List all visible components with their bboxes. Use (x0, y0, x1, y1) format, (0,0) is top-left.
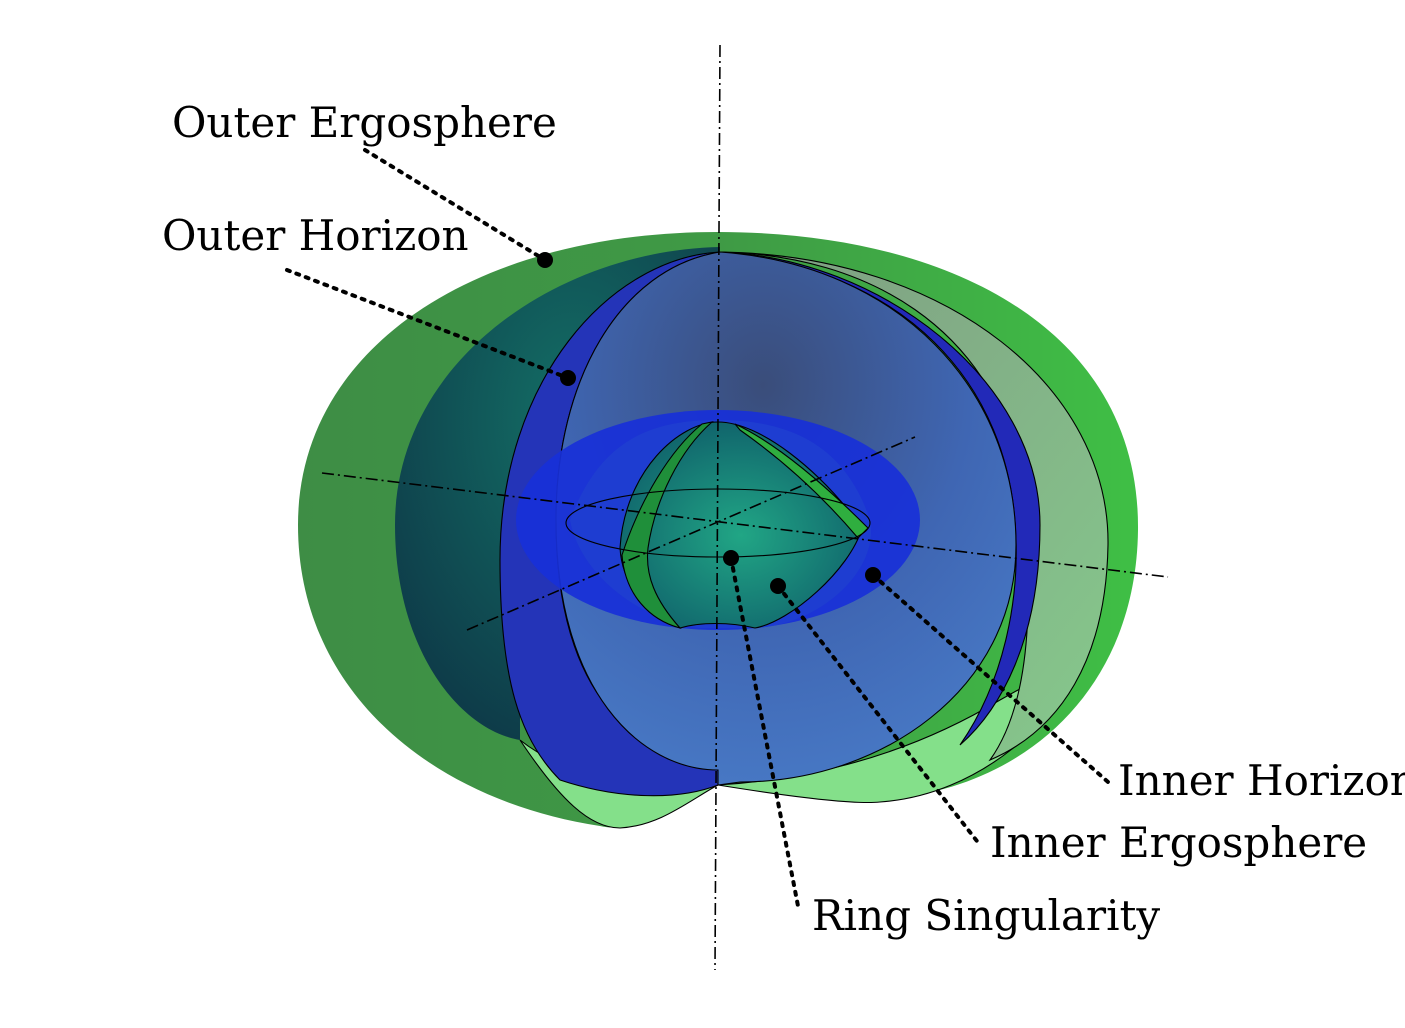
inner-ergosphere-marker (770, 578, 786, 594)
outer-ergosphere-label: Outer Ergosphere (172, 98, 557, 147)
ring-singularity-label: Ring Singularity (812, 891, 1160, 940)
outer-horizon-label: Outer Horizon (162, 211, 469, 260)
ring-singularity-marker (723, 550, 739, 566)
outer-horizon-marker (560, 370, 576, 386)
outer-ergosphere-marker (537, 252, 553, 268)
inner-horizon-marker (865, 567, 881, 583)
inner-horizon-label: Inner Horizon (1118, 756, 1405, 805)
inner-ergosphere-label: Inner Ergosphere (990, 818, 1367, 867)
